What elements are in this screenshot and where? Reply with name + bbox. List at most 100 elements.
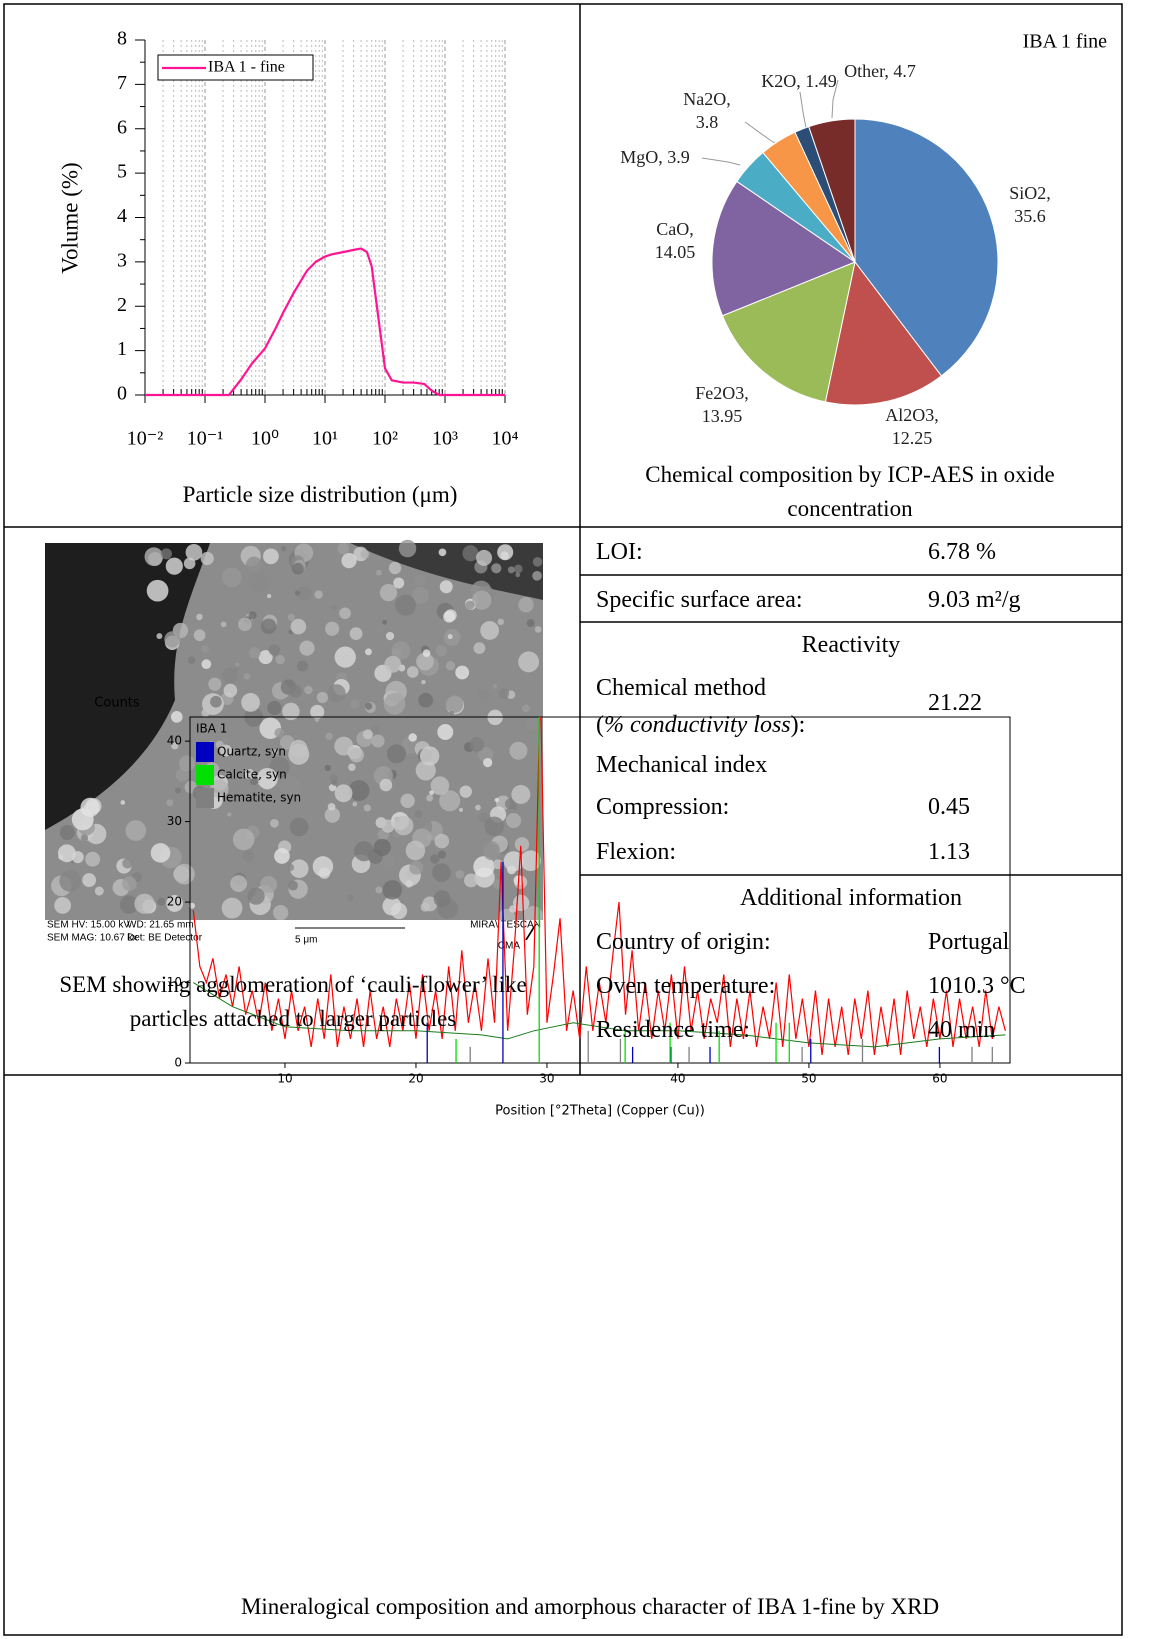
x-tick-label: 10² (372, 428, 398, 450)
sem-texture (383, 880, 402, 899)
row-label: Residence time: (596, 1016, 750, 1044)
sem-texture (335, 784, 353, 802)
sem-texture (484, 817, 504, 837)
sem-texture (290, 740, 308, 758)
sem-texture (125, 820, 146, 841)
sem-texture (511, 785, 530, 804)
sem-texture (480, 621, 499, 640)
sem-texture (386, 632, 394, 640)
sem-texture (483, 841, 500, 858)
sem-texture (375, 887, 382, 894)
sem-texture (460, 785, 472, 797)
sem-texture (208, 678, 221, 691)
x-tick-label: 10⁻¹ (187, 428, 224, 450)
y-tick-label: 2 (117, 294, 127, 316)
document: SEM HV: 15.00 kV WD: 21.65 mm MIRA\ TESC… (0, 0, 1174, 1639)
xrd-caption: Mineralogical composition and amorphous … (20, 1590, 1160, 1624)
sem-texture (380, 779, 393, 792)
sem-texture (233, 829, 255, 851)
x-tick-label: 10⁰ (251, 428, 279, 450)
row-label: Oven temperature: (596, 972, 775, 1000)
pie-label: Al2O3, 12.25 (876, 404, 948, 450)
y-tick-label: 30 (167, 814, 182, 828)
sem-texture (352, 802, 357, 807)
sem-texture (435, 834, 450, 849)
sem-texture (147, 580, 169, 602)
sem-texture (210, 696, 222, 708)
legend-swatch (196, 765, 214, 785)
sem-texture (234, 667, 239, 672)
sem-texture (376, 570, 382, 576)
pie-title: IBA 1 fine (1023, 31, 1108, 53)
sem-texture (483, 758, 492, 767)
sem-texture (54, 897, 71, 914)
x-tick-label: 10⁴ (492, 428, 519, 450)
sem-texture (291, 619, 307, 635)
row-label: Country of origin: (596, 928, 771, 956)
sem-texture (513, 895, 529, 911)
sem-texture (166, 558, 183, 575)
sem-texture (339, 607, 351, 619)
plot: 10⁻²10⁻¹10⁰10¹10²10³10⁴012345678Volume (… (57, 28, 518, 450)
sem-texture (157, 898, 165, 906)
sem-texture (270, 819, 279, 828)
sem-texture (500, 551, 508, 559)
sem-texture (432, 863, 451, 882)
x-tick-label: 30 (539, 1072, 554, 1086)
row-value: 6.78 % (928, 538, 996, 566)
sem-texture (221, 622, 227, 628)
sem-texture (520, 850, 541, 871)
sem-info: SEM MAG: 10.67 kx (47, 933, 138, 944)
sem-texture (267, 594, 271, 598)
sem-texture (337, 543, 349, 555)
sem-texture (509, 742, 527, 760)
legend-label: IBA 1 (196, 722, 227, 736)
sem-texture (475, 805, 481, 811)
sem-texture (194, 629, 206, 641)
legend-label: IBA 1 - fine (208, 59, 285, 76)
pie-label: MgO, 3.9 (595, 146, 715, 169)
x-tick-label: 10¹ (312, 428, 338, 450)
sem-texture (387, 744, 406, 763)
sem-texture (399, 540, 417, 558)
label-part: % conductivity loss (604, 712, 791, 738)
sem-texture (493, 684, 498, 689)
sem-texture (415, 810, 423, 818)
sem-texture (414, 575, 425, 586)
sem-texture (495, 798, 499, 802)
sem-texture (238, 617, 252, 631)
x-tick-label: 20 (408, 1072, 423, 1086)
sem-texture (374, 839, 391, 856)
sem-texture (469, 737, 484, 752)
section-title: Additional information (580, 884, 1122, 912)
sem-texture (409, 861, 423, 875)
sem-texture (347, 895, 353, 901)
y-tick-label: 0 (117, 383, 127, 405)
sem-texture (201, 645, 209, 653)
sem-texture (304, 686, 312, 694)
sem-texture (382, 620, 387, 625)
sem-texture (434, 890, 451, 907)
legend-swatch (196, 742, 214, 762)
sem-texture (508, 566, 515, 573)
sem-texture (224, 684, 238, 698)
row-value: 1.13 (928, 838, 970, 866)
label-part: ( (596, 712, 604, 738)
sem-texture (260, 876, 277, 893)
sem-texture (498, 619, 504, 625)
row-label: (% conductivity loss): (596, 711, 805, 739)
sem-texture (222, 898, 243, 919)
sem-texture (395, 595, 416, 616)
legend-swatch (196, 788, 214, 808)
sem-texture (274, 728, 284, 738)
sem-texture (161, 548, 172, 559)
sem-texture (186, 544, 203, 561)
sem-texture (188, 656, 196, 664)
row-label: Flexion: (596, 838, 676, 866)
sem-texture (295, 590, 300, 595)
legend-label: Hematite, syn (217, 791, 301, 805)
sem-texture (515, 573, 520, 578)
sem-texture (244, 673, 250, 679)
sem-texture (420, 746, 439, 765)
sem-texture (327, 684, 345, 702)
